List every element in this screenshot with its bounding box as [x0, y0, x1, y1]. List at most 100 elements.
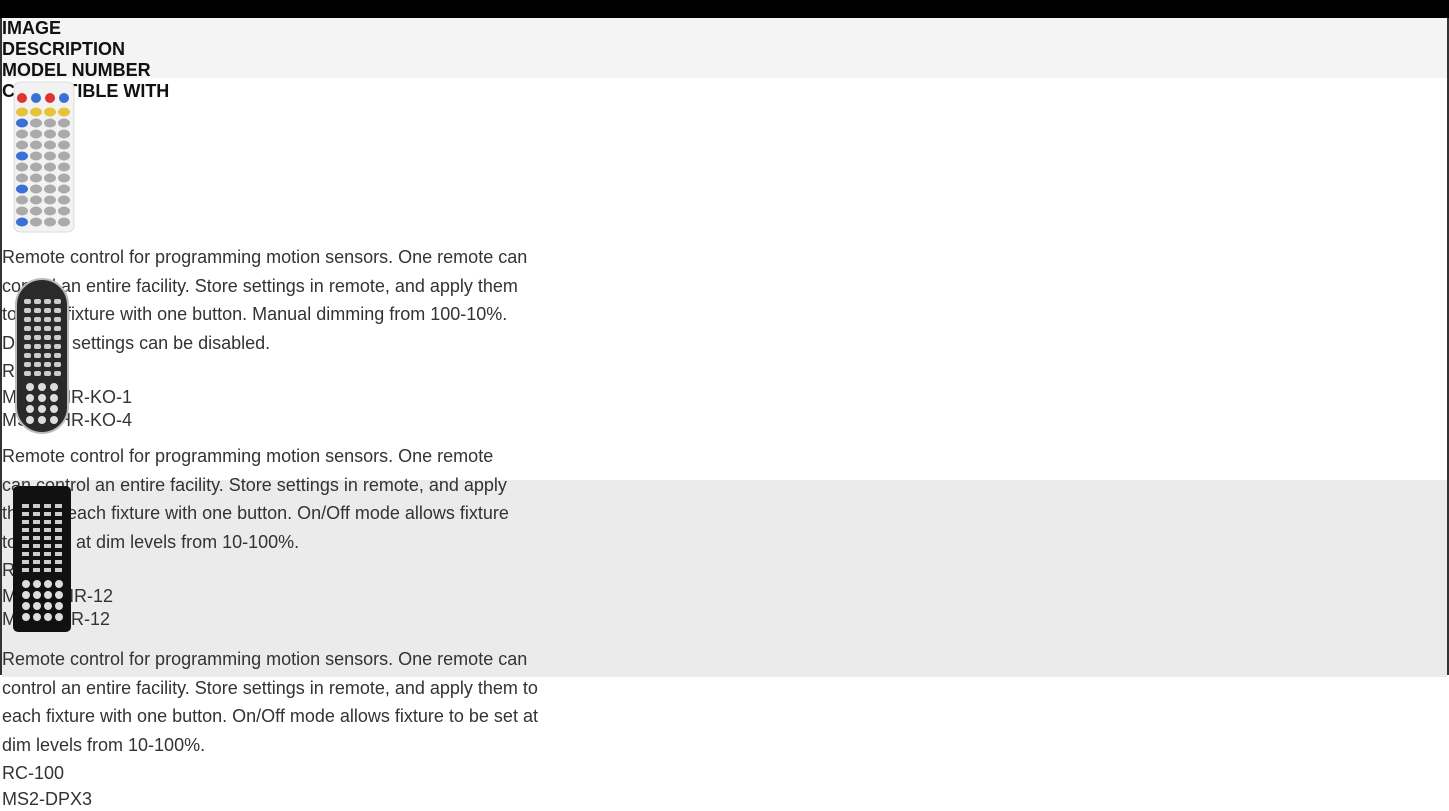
button [30, 217, 42, 227]
button [55, 528, 62, 532]
description-line: control an entire facility. Store settin… [2, 677, 538, 698]
button [33, 520, 40, 524]
cell: RC-100 [2, 759, 202, 788]
button [58, 129, 70, 139]
cell: MS2-DPX3 [2, 788, 282, 811]
button [30, 151, 42, 161]
header-row: IMAGE DESCRIPTION MODEL NUMBER COMPATIBLE W… [2, 18, 1447, 101]
button [33, 560, 40, 564]
button [16, 195, 28, 205]
button [58, 151, 70, 161]
button [44, 362, 51, 367]
compatible-model: MS2-DPX3 [2, 788, 93, 809]
column-header: DESCRIPTION [2, 39, 126, 59]
button [44, 107, 56, 117]
button [22, 580, 30, 588]
button [54, 362, 61, 367]
button [44, 184, 56, 194]
button [33, 528, 40, 532]
button [54, 335, 61, 340]
button [16, 217, 28, 227]
button [26, 416, 34, 424]
button [44, 568, 51, 572]
button [22, 613, 30, 621]
button [22, 544, 29, 548]
description-line: to be set at dim levels from 10-100%. [2, 531, 300, 552]
cell [2, 277, 238, 442]
button [34, 344, 41, 349]
cell: Remote control for programming motion se… [2, 442, 702, 556]
button [17, 93, 27, 103]
button [55, 580, 63, 588]
button [30, 140, 42, 150]
table-row: Remote control for programming motion se… [2, 277, 1447, 629]
button [24, 353, 31, 358]
button [30, 107, 42, 117]
button [54, 371, 61, 376]
button [44, 512, 51, 516]
description-line: each fixture with one button. On/Off mod… [2, 706, 538, 726]
button [22, 512, 29, 516]
button [44, 151, 56, 161]
description-line: Daylight settings can be disabled. [2, 332, 271, 353]
product-image [15, 278, 69, 434]
button [16, 107, 28, 117]
button [44, 613, 52, 621]
button [33, 602, 41, 610]
cell [2, 78, 238, 243]
button [45, 93, 55, 103]
button [30, 162, 42, 172]
button [55, 520, 62, 524]
button [22, 568, 29, 572]
button [34, 335, 41, 340]
button [38, 416, 46, 424]
button [16, 173, 28, 183]
button [30, 195, 42, 205]
button [22, 591, 30, 599]
button [55, 552, 62, 556]
button [44, 118, 56, 128]
button [58, 195, 70, 205]
button [34, 317, 41, 322]
button [22, 602, 30, 610]
button [54, 344, 61, 349]
button [30, 206, 42, 216]
button [44, 552, 51, 556]
button [16, 162, 28, 172]
button [58, 217, 70, 227]
button [55, 536, 62, 540]
button [34, 308, 41, 313]
button [55, 568, 62, 572]
button [58, 162, 70, 172]
button [55, 602, 63, 610]
description-line: dim levels from 10-100%. [2, 734, 206, 755]
button [24, 362, 31, 367]
button [38, 394, 46, 402]
button [44, 560, 51, 564]
button [58, 173, 70, 183]
button [44, 129, 56, 139]
description-line: control an entire facility. Store settin… [2, 275, 518, 296]
button [16, 140, 28, 150]
button [44, 536, 51, 540]
button [34, 299, 41, 304]
column-header: MODEL NUMBER [2, 60, 151, 80]
button [16, 206, 28, 216]
button [44, 580, 52, 588]
button [44, 504, 51, 508]
button [54, 326, 61, 331]
button [44, 520, 51, 524]
button [26, 394, 34, 402]
button [22, 536, 29, 540]
button [44, 335, 51, 340]
button [58, 206, 70, 216]
button [44, 162, 56, 172]
button [22, 552, 29, 556]
button [22, 504, 29, 508]
button [30, 173, 42, 183]
button [54, 299, 61, 304]
description-line: Remote control for programming motion se… [2, 247, 528, 267]
button [55, 613, 63, 621]
button [44, 173, 56, 183]
button [55, 591, 63, 599]
